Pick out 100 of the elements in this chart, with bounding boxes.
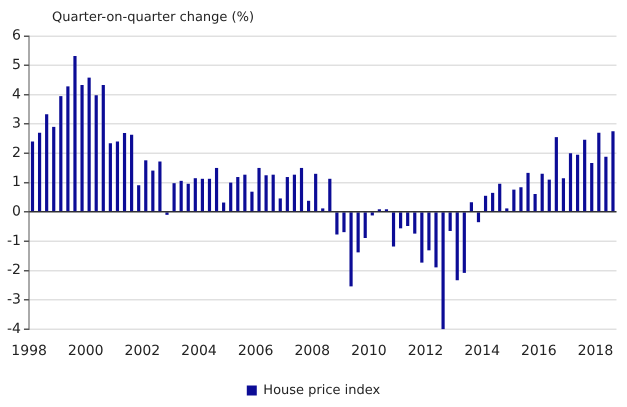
- bar: [278, 198, 282, 212]
- y-tick-label: -4: [6, 320, 22, 337]
- bar: [321, 208, 324, 212]
- bar: [526, 172, 530, 212]
- y-tick-label: -1: [6, 232, 21, 249]
- bar: [583, 140, 586, 212]
- bar: [272, 174, 275, 212]
- x-tick-label: 2018: [578, 343, 614, 360]
- y-tick-label: 6: [12, 28, 22, 44]
- bar: [200, 178, 204, 212]
- y-tick-label: 4: [12, 86, 22, 102]
- bar: [158, 161, 162, 212]
- bar: [229, 182, 232, 212]
- bar: [548, 180, 551, 212]
- bar: [122, 133, 126, 212]
- bar: [462, 212, 466, 273]
- bar: [434, 212, 438, 268]
- bar: [314, 174, 318, 212]
- y-tick-label: -2: [6, 262, 21, 278]
- bar: [151, 170, 154, 212]
- bar: [597, 132, 600, 212]
- x-tick-label: 2014: [464, 343, 500, 360]
- bar: [257, 168, 261, 212]
- bar: [364, 212, 367, 238]
- x-tick-label: 2008: [294, 343, 330, 360]
- bar: [534, 194, 537, 212]
- bar: [328, 178, 332, 212]
- y-tick-label: 0: [12, 204, 21, 220]
- bar: [59, 96, 62, 212]
- bar: [349, 212, 353, 286]
- bar: [243, 174, 246, 212]
- bar: [66, 86, 70, 212]
- y-tick-label: 1: [12, 174, 21, 190]
- bar: [611, 131, 615, 212]
- bar: [306, 200, 310, 212]
- bar: [214, 168, 218, 212]
- bar: [116, 142, 120, 212]
- bar: [108, 143, 112, 212]
- x-tick-label: 2010: [351, 343, 387, 360]
- bar: [540, 174, 544, 212]
- bar: [456, 212, 459, 280]
- bar: [38, 132, 42, 212]
- bar: [590, 162, 594, 212]
- x-tick-label: 2006: [238, 343, 274, 360]
- bar: [250, 192, 254, 212]
- y-tick-label: -3: [6, 292, 21, 308]
- bar: [568, 153, 572, 212]
- bar: [491, 192, 494, 212]
- bar: [554, 137, 558, 212]
- bar: [102, 84, 105, 212]
- bar: [476, 212, 480, 222]
- bar: [144, 160, 148, 212]
- bar: [413, 212, 416, 234]
- bar: [342, 212, 346, 232]
- bar: [498, 184, 502, 212]
- bar: [94, 95, 98, 212]
- bar: [562, 178, 566, 212]
- bar: [604, 156, 608, 212]
- bar: [448, 212, 452, 231]
- bar: [392, 212, 396, 247]
- bar: [356, 212, 360, 252]
- bar: [370, 212, 374, 216]
- bar: [519, 187, 523, 212]
- bar: [420, 212, 424, 263]
- x-tick-label: 2016: [520, 343, 557, 360]
- bar: [130, 134, 134, 212]
- bar: [264, 175, 268, 212]
- bar: [286, 177, 289, 212]
- bar: [512, 190, 516, 212]
- bar: [236, 177, 240, 212]
- x-tick-label: 2002: [124, 343, 160, 360]
- bar: [292, 174, 296, 212]
- bar: [576, 154, 580, 212]
- bar: [427, 212, 431, 250]
- bar: [52, 126, 56, 212]
- bar: [180, 180, 183, 212]
- bar: [194, 178, 197, 212]
- bar: [186, 184, 190, 212]
- bar: [399, 212, 402, 228]
- x-tick-label: 1998: [11, 343, 47, 360]
- bar: [45, 114, 48, 212]
- bar: [172, 183, 176, 212]
- bar: [406, 212, 410, 226]
- y-tick-label: 5: [12, 56, 21, 73]
- bar: [470, 202, 473, 212]
- y-tick-label: 3: [12, 116, 21, 132]
- x-tick-label: 2012: [408, 343, 444, 360]
- bar: [80, 84, 84, 212]
- bar: [88, 78, 91, 212]
- bar: [505, 208, 508, 212]
- bar: [208, 178, 212, 212]
- legend-label: House price index: [263, 382, 381, 398]
- bar: [300, 168, 304, 212]
- x-tick-label: 2000: [68, 343, 104, 360]
- bar: [137, 185, 140, 212]
- bar: [73, 56, 77, 212]
- y-axis-title: Quarter-on-quarter change (%): [52, 10, 254, 25]
- y-tick-label: 2: [12, 144, 21, 161]
- bar: [335, 212, 338, 234]
- bar: [484, 196, 488, 212]
